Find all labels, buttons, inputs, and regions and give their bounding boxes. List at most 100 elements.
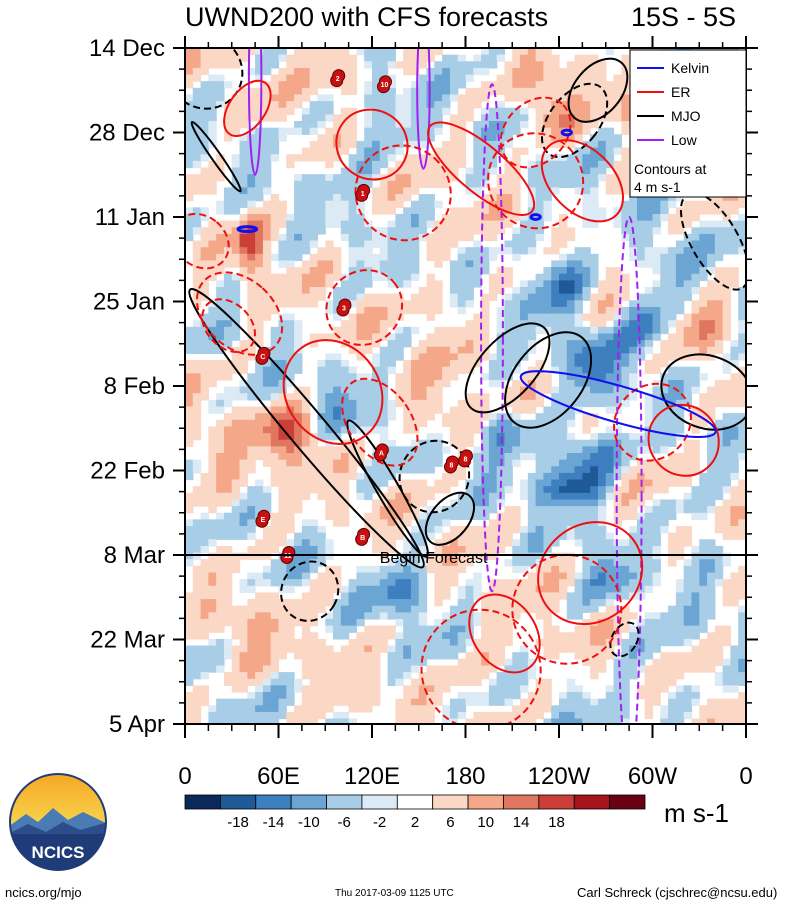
- chart-region-label: 15S - 5S: [631, 2, 737, 32]
- contour-K: [560, 128, 573, 137]
- contour-L: [480, 83, 504, 593]
- contour-E: [511, 553, 623, 665]
- contour-E: [335, 108, 409, 181]
- tc-marker: B: [355, 527, 371, 546]
- tc-label: B: [360, 535, 365, 542]
- y-tick-label: 5 Apr: [109, 711, 165, 738]
- tc-marker: C: [255, 346, 271, 365]
- colorbar-label: -2: [373, 814, 386, 831]
- contour-M: [540, 82, 609, 159]
- legend-box: [629, 49, 747, 198]
- x-tick-label: 60W: [628, 763, 678, 790]
- tc-marker: 10: [377, 75, 392, 94]
- footer-url[interactable]: ncics.org/mjo: [5, 885, 82, 900]
- tc-label: E: [261, 517, 266, 524]
- logo-text: NCICS: [32, 843, 85, 862]
- colorbar-swatch: [184, 794, 221, 810]
- tc-label: A: [379, 450, 384, 457]
- tc-marker: 2: [330, 69, 346, 88]
- colorbar-swatch: [255, 794, 292, 810]
- colorbar-swatch: [467, 794, 504, 810]
- y-tick-label: 8 Feb: [104, 373, 165, 400]
- x-tick-label: 120E: [344, 763, 400, 790]
- tc-label: 3: [342, 306, 346, 313]
- colorbar-swatch: [219, 794, 257, 810]
- contour-E: [201, 298, 256, 353]
- colorbar-units: m s-1: [664, 798, 729, 828]
- contour-M: [504, 331, 593, 429]
- contour-E: [468, 593, 541, 674]
- contour-E: [540, 139, 625, 223]
- tc-label: 11: [284, 553, 292, 560]
- tc-label: C: [260, 354, 265, 361]
- contour-E: [354, 144, 452, 242]
- contour-E: [185, 212, 230, 270]
- contour-E: [427, 121, 536, 216]
- contour-K: [236, 225, 259, 233]
- contour-K: [529, 213, 542, 221]
- colorbar-label: 10: [477, 814, 494, 831]
- tc-label: 10: [381, 82, 389, 89]
- colorbar-label: 14: [513, 814, 530, 831]
- x-tick-label: 0: [739, 763, 752, 790]
- legend: Kelvin ER MJO Low Contours at 4 m s-1: [629, 49, 747, 198]
- contour-E: [282, 339, 384, 445]
- forecast-label: Begin Forecast: [380, 550, 488, 567]
- tc-marker: 8: [458, 449, 473, 468]
- colorbar-label: 2: [411, 814, 419, 831]
- contour-E: [195, 271, 284, 356]
- x-tick-label: 0: [178, 763, 191, 790]
- y-tick-label: 8 Mar: [104, 542, 165, 569]
- contour-L: [416, 48, 431, 170]
- tc-label: 8: [464, 456, 468, 463]
- colorbar-label: -10: [298, 814, 320, 831]
- chart-title: UWND200 with CFS forecasts: [185, 2, 549, 32]
- y-tick-label: 22 Mar: [90, 627, 165, 654]
- y-tick-label: 25 Jan: [93, 289, 165, 316]
- forecast-marker: Begin Forecast: [173, 550, 746, 567]
- tc-marker: E: [255, 509, 271, 528]
- contour-L: [615, 216, 643, 724]
- tc-label: 1: [361, 191, 365, 198]
- contour-M: [188, 288, 425, 569]
- tc-label: 8: [450, 462, 454, 469]
- colorbar-label: 18: [548, 814, 565, 831]
- x-tick-label: 120W: [528, 763, 591, 790]
- colorbar-label: -6: [338, 814, 351, 831]
- colorbar-swatch: [290, 794, 327, 810]
- x-tick-label: 180: [445, 763, 485, 790]
- y-tick-label: 11 Jan: [95, 204, 165, 231]
- colorbar-label: -14: [263, 814, 285, 831]
- contour-E: [647, 403, 720, 477]
- legend-label: Low: [671, 132, 698, 148]
- contour-M: [567, 57, 629, 123]
- tropical-cyclone-markers: 2 10 1 3 C A 8 8 E B 11: [255, 69, 473, 564]
- filtered-contours: [185, 48, 746, 724]
- colorbar-label: -18: [227, 814, 249, 831]
- colorbar-swatch: [361, 794, 398, 810]
- colorbar-swatch: [326, 794, 363, 810]
- y-tick-label: 14 Dec: [89, 35, 165, 62]
- tc-label: 2: [336, 76, 340, 83]
- legend-label: ER: [671, 84, 690, 100]
- tc-marker: 1: [355, 183, 371, 202]
- contour-E: [325, 269, 404, 346]
- axes: 14 Dec 28 Dec 11 Jan 25 Jan 8 Feb 22 Feb 8 Mar…: [89, 35, 758, 790]
- colorbar-swatch: [503, 794, 540, 810]
- colorbar-swatch: [538, 794, 575, 810]
- tc-marker: 8: [444, 455, 459, 474]
- colorbar-swatch: [432, 794, 469, 810]
- footer-timestamp: Thu 2017-03-09 1125 UTC: [335, 888, 454, 899]
- colorbar-swatch: [573, 794, 611, 810]
- contour-E: [341, 377, 419, 467]
- legend-note: 4 m s-1: [634, 179, 681, 195]
- contour-M: [190, 120, 242, 193]
- contour-M: [609, 621, 640, 658]
- contour-L: [247, 48, 263, 176]
- colorbar: -18 -14 -10 -6 -2 2 6 10 14 18: [184, 794, 646, 831]
- contour-M: [424, 491, 476, 546]
- legend-label: Kelvin: [671, 60, 709, 76]
- contour-E: [420, 608, 542, 724]
- contour-M: [660, 353, 746, 431]
